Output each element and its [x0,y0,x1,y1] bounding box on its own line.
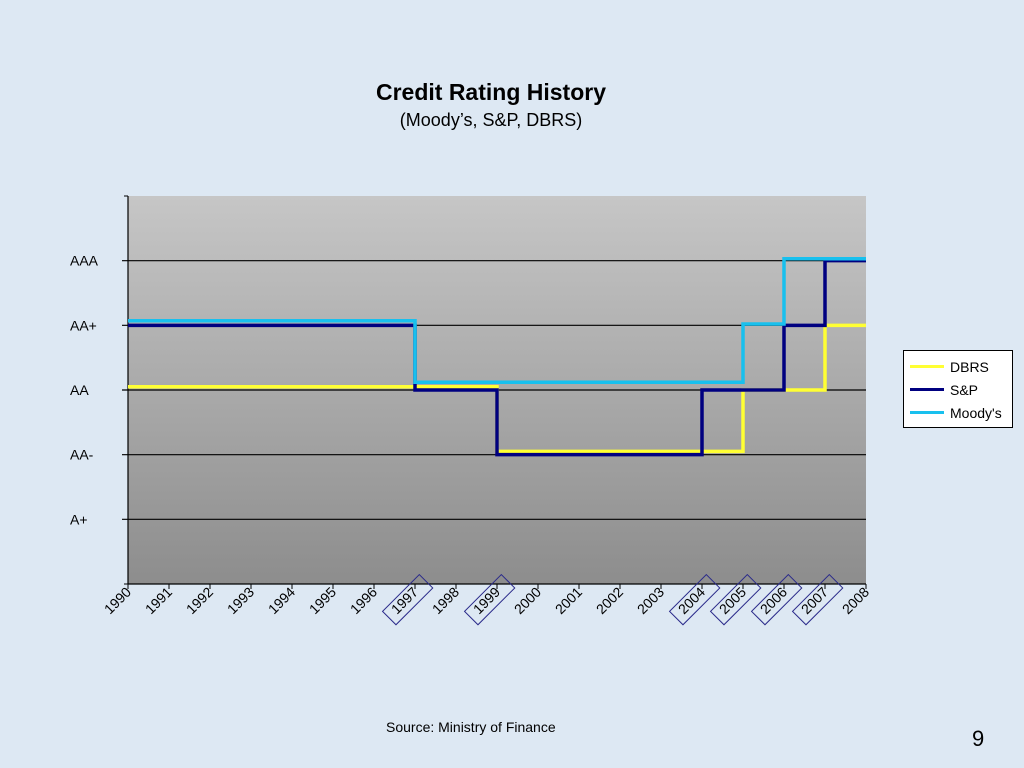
x-highlight-box [750,573,803,626]
x-highlight-box [668,573,721,626]
x-tick-label: 2002 [593,584,626,617]
x-tick-label: 1991 [142,584,175,617]
legend-label-sp: S&P [950,381,979,398]
x-tick-label: 1996 [347,584,380,617]
x-tick-label: 2000 [511,584,544,617]
y-tick-label: AAA [70,253,99,269]
chart-title: Credit Rating History [375,79,607,105]
x-tick-label: 2001 [552,584,585,617]
legend-item-moodys: Moody's [904,401,1012,424]
legend-swatch-sp [910,388,944,391]
legend-item-sp: S&P [904,378,1012,401]
x-highlight-box [381,573,434,626]
source-note: Source: Ministry of Finance [386,719,556,735]
series-line-dbrs [128,323,866,454]
legend-label-dbrs: DBRS [950,358,989,375]
legend-label-moodys: Moody's [950,404,1002,421]
series-line-moody-s [128,256,866,384]
legend-swatch-dbrs [910,365,944,368]
legend: DBRS S&P Moody's [903,350,1013,428]
x-tick-label: 1993 [224,584,257,617]
x-tick-label: 1992 [183,584,216,617]
legend-item-dbrs: DBRS [904,355,1012,378]
x-tick-label: 1994 [265,584,298,617]
legend-swatch-moodys [910,411,944,414]
y-tick-label: AA [70,382,89,398]
y-tick-label: A+ [70,511,88,527]
page-number: 9 [972,726,985,751]
chart-subtitle: (Moody’s, S&P, DBRS) [399,110,583,130]
x-tick-label: 2008 [839,584,872,617]
y-tick-label: AA+ [70,317,97,333]
x-highlight-box [463,573,516,626]
x-tick-label: 1990 [101,584,134,617]
x-tick-label: 1998 [429,584,462,617]
y-tick-label: AA- [70,447,94,463]
x-tick-label: 1995 [306,584,339,617]
x-tick-label: 2003 [634,584,667,617]
x-highlight-box [709,573,762,626]
x-highlight-box [791,573,844,626]
